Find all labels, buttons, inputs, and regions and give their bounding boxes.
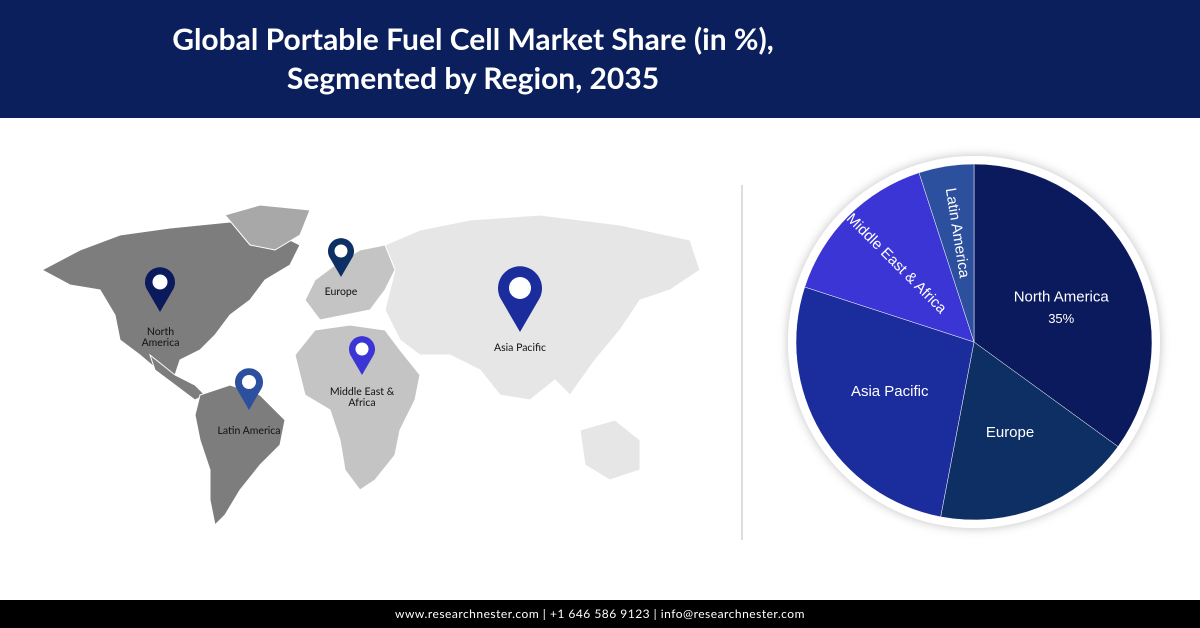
map-pin <box>145 267 175 312</box>
map-pin <box>235 368 263 410</box>
pin-label: Asia Pacific <box>494 342 546 354</box>
map-pin-dot <box>355 342 369 356</box>
slice-label: North America <box>1014 289 1110 306</box>
pie-slice <box>973 163 1153 447</box>
map-pin-dot <box>242 375 256 389</box>
pie-slice <box>804 172 975 343</box>
pie-slice <box>795 286 975 518</box>
pin-label: North America <box>141 326 180 349</box>
pie-slice <box>940 341 1119 521</box>
slice-label: Asia Pacific <box>851 383 929 400</box>
map-pin-dot <box>152 274 168 290</box>
header: Global Portable Fuel Cell Market Share (… <box>0 0 1200 118</box>
map-pin <box>498 266 542 332</box>
world-map <box>40 204 701 527</box>
pie-slice <box>918 163 975 343</box>
title: Global Portable Fuel Cell Market Share (… <box>172 21 774 96</box>
pin-label: Middle East & Africa <box>329 386 395 409</box>
value-label: 35% <box>1048 311 1074 326</box>
pin-label: Latin America <box>217 425 281 437</box>
map-pin-dot <box>509 277 531 299</box>
slice-label: Europe <box>986 424 1034 441</box>
pin-label: Europe <box>324 286 358 298</box>
footer: www.researchnester.com | +1 646 586 9123… <box>0 600 1200 628</box>
map-pin <box>328 238 354 277</box>
map-pin-dot <box>334 244 348 258</box>
map-pin <box>349 336 376 375</box>
